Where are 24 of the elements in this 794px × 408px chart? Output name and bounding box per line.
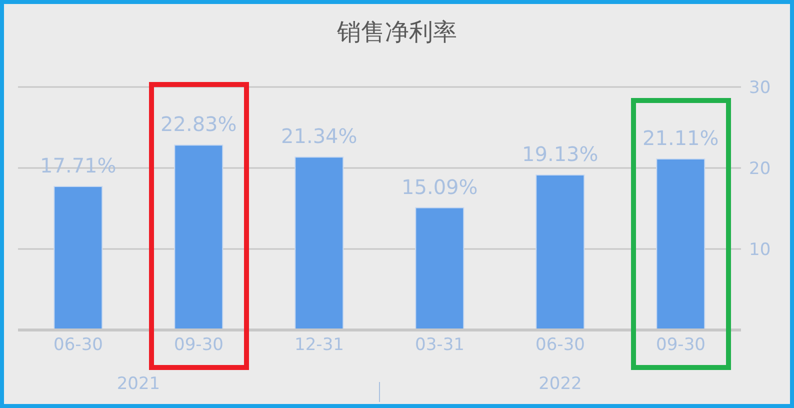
bar (656, 158, 706, 330)
data-label: 22.83% (160, 112, 237, 136)
bar (174, 144, 224, 330)
x-tick-label: 12-31 (294, 335, 344, 356)
data-label: 21.11% (642, 126, 719, 150)
bar (536, 174, 585, 330)
chart-title: 销售净利率 (336, 17, 458, 48)
x-tick-label: 03-31 (415, 335, 464, 356)
x-tick-label: 09-30 (174, 335, 224, 356)
data-label: 21.34% (281, 124, 358, 148)
text: 2021 (116, 374, 162, 394)
text: 2022 (538, 374, 583, 394)
data-label: 15.09% (402, 174, 478, 199)
y-tick-label: 30 (749, 78, 771, 98)
y-tick-label: 10 (749, 240, 771, 260)
y-tick-label: 20 (749, 159, 771, 180)
bar (54, 186, 103, 330)
bar (294, 156, 344, 330)
x-tick-label: 09-30 (656, 335, 706, 356)
x-tick-label: 06-30 (536, 335, 585, 356)
x-tick-label: 06-30 (54, 335, 103, 356)
bar (415, 207, 464, 330)
data-label: 17.71% (40, 154, 116, 178)
data-label: 19.13% (522, 142, 598, 166)
